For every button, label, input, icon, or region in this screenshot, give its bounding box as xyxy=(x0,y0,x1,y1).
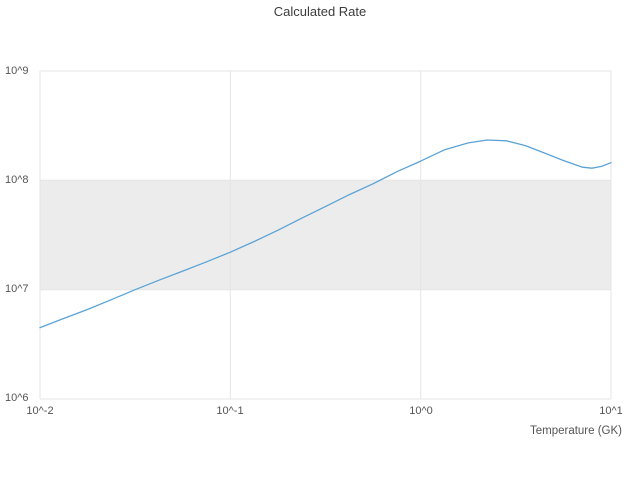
chart-title: Calculated Rate xyxy=(273,4,367,19)
y-tick-label-1e9: 10^9 xyxy=(5,65,29,77)
x-tick-label-1e0: 10^0 xyxy=(409,405,433,417)
y-tick-label-1e8: 10^8 xyxy=(5,174,29,186)
y-tick-label-1e6: 10^6 xyxy=(5,392,29,404)
x-axis-title: Temperature (GK) xyxy=(529,425,622,437)
highlight-band xyxy=(40,180,611,290)
x-tick-label-1e-1: 10^-1 xyxy=(216,405,244,417)
x-tick-label-1e-2: 10^-2 xyxy=(26,405,54,417)
y-tick-label-1e7: 10^7 xyxy=(5,283,29,295)
x-tick-label-1e1: 10^1 xyxy=(599,405,623,417)
rate-line xyxy=(39,139,612,329)
